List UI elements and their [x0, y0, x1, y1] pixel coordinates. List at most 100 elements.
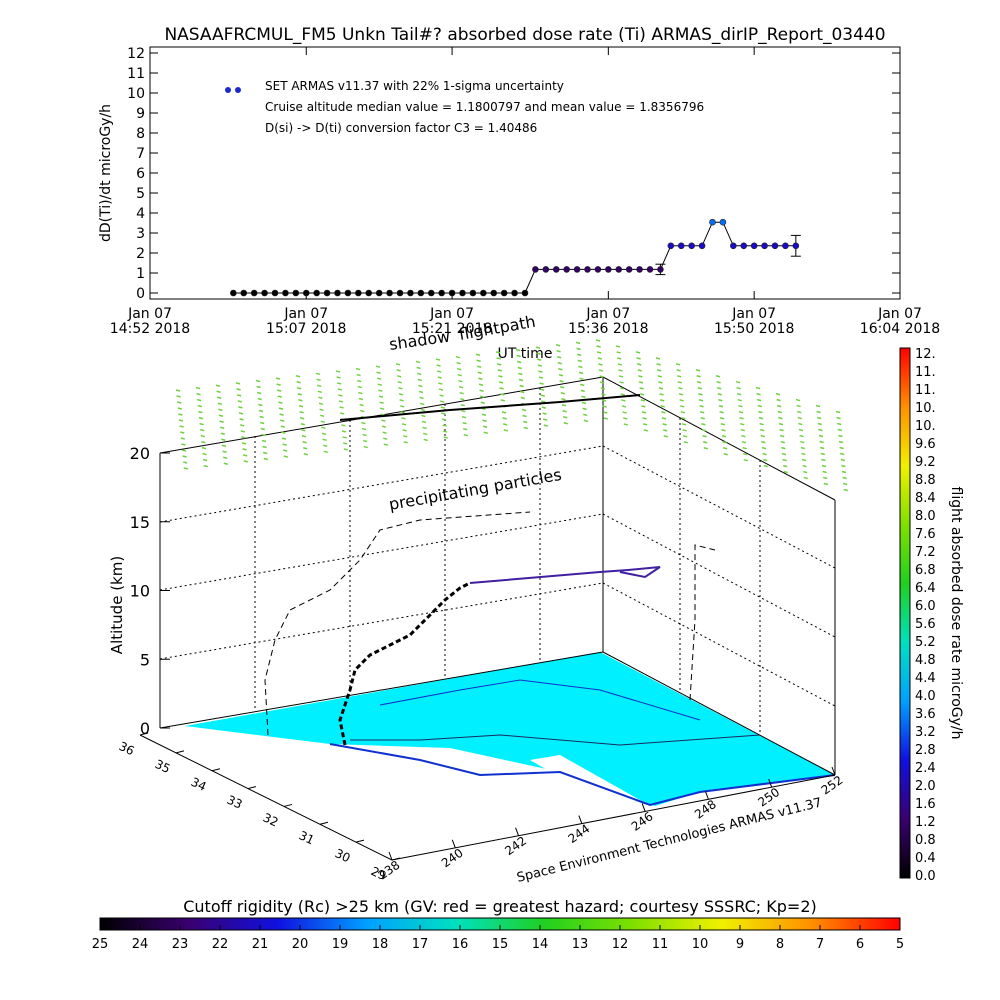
- y-tick: [247, 786, 257, 790]
- particle-dash: [801, 458, 807, 462]
- data-point: [750, 242, 758, 250]
- particle-dash: [378, 389, 383, 392]
- particle-dash: [315, 372, 321, 376]
- particle-dash: [598, 363, 603, 366]
- particle-dash: [338, 400, 344, 403]
- x-tick-label: Jan 07: [877, 306, 922, 322]
- particle-dash: [836, 416, 841, 420]
- particle-dash: [339, 406, 344, 409]
- particle-dash: [439, 394, 444, 397]
- x-tick-label: 242: [502, 834, 529, 859]
- x-tick-label: 244: [566, 821, 593, 846]
- z-tick-label: 10: [130, 582, 150, 601]
- particle-dash: [843, 482, 848, 486]
- particle-dash: [397, 375, 402, 378]
- colorbar-tick-label: 9: [736, 937, 744, 952]
- particle-dash: [583, 413, 588, 417]
- particle-dash: [201, 440, 206, 444]
- particle-dash: [538, 376, 544, 379]
- particle-dash: [241, 436, 246, 439]
- particle-dash: [338, 394, 343, 397]
- particle-dash: [337, 382, 342, 385]
- particle-dash: [537, 358, 542, 361]
- particle-dash: [761, 440, 766, 444]
- data-point: [646, 266, 654, 273]
- particle-dash: [221, 444, 227, 447]
- colorbar-tick-label: 2.0: [915, 779, 936, 794]
- y-tick-label: 35: [153, 757, 173, 776]
- particle-dash: [796, 404, 801, 408]
- particle-dash: [461, 415, 467, 419]
- particle-dash: [418, 384, 423, 388]
- data-point: [730, 242, 737, 250]
- particle-dash: [517, 366, 522, 370]
- colorbar: [899, 347, 911, 879]
- colorbar-tick-label: 7: [816, 937, 824, 952]
- data-point: [771, 242, 779, 250]
- particle-dash: [780, 440, 785, 444]
- particle-dash: [558, 374, 564, 377]
- data-point: [761, 242, 768, 250]
- particle-dash: [843, 488, 848, 492]
- data-point: [657, 266, 664, 273]
- particle-dash: [561, 398, 566, 401]
- colorbar-tick-label: 17: [412, 937, 429, 952]
- particle-dash: [803, 470, 808, 474]
- data-point: [698, 242, 706, 250]
- particle-dash: [699, 405, 704, 408]
- particle-dash: [182, 455, 187, 458]
- colorbar-tick-label: 3.2: [915, 725, 936, 740]
- particle-dash: [802, 464, 807, 468]
- particle-dash: [321, 432, 327, 436]
- particle-dash: [337, 388, 342, 391]
- data-point: [407, 289, 414, 297]
- data-point: [615, 266, 623, 273]
- data-point: [552, 266, 560, 273]
- data-point: [323, 289, 331, 297]
- particle-dash: [415, 360, 421, 364]
- particle-dash: [297, 386, 302, 390]
- particle-dash: [523, 426, 528, 430]
- particle-dash: [519, 384, 524, 388]
- particle-dash: [358, 397, 364, 401]
- data-point: [271, 289, 279, 297]
- y-tick: [391, 857, 401, 861]
- particle-dash: [381, 425, 387, 428]
- particle-dash: [317, 390, 322, 394]
- particle-dash: [403, 441, 408, 444]
- particle-dash: [458, 385, 464, 389]
- particle-dash: [820, 452, 825, 456]
- annotation: precipitating particles: [387, 465, 563, 514]
- particle-dash: [658, 381, 663, 384]
- particle-dash: [502, 417, 507, 420]
- particle-dash: [700, 417, 705, 420]
- particle-dash: [638, 375, 643, 378]
- particle-dash: [541, 406, 547, 409]
- data-point: [709, 218, 716, 226]
- particle-dash: [216, 390, 221, 393]
- data-point: [480, 289, 487, 297]
- particle-dash: [703, 447, 708, 450]
- particle-dash: [540, 394, 545, 397]
- particle-dash: [720, 423, 725, 426]
- y-tick-label: 30: [333, 846, 353, 865]
- particle-dash: [577, 359, 582, 363]
- particle-dash: [579, 377, 584, 381]
- particle-dash: [680, 405, 685, 408]
- particle-dash: [520, 390, 525, 394]
- particle-dash: [438, 388, 444, 391]
- particle-dash: [718, 399, 723, 402]
- particle-dash: [755, 386, 761, 390]
- particle-dash: [556, 350, 561, 353]
- particle-dash: [658, 387, 664, 390]
- particle-dash: [761, 446, 767, 450]
- particle-dash: [598, 369, 604, 372]
- particle-dash: [561, 404, 567, 407]
- particle-dash: [576, 347, 581, 351]
- particle-dash: [281, 431, 286, 434]
- colorbar-tick-label: 1.6: [915, 797, 936, 812]
- colorbar-tick-label: 11.: [915, 383, 936, 398]
- y-tick: [355, 839, 365, 843]
- particle-dash: [795, 398, 801, 402]
- y-tick-label: 1: [136, 266, 145, 282]
